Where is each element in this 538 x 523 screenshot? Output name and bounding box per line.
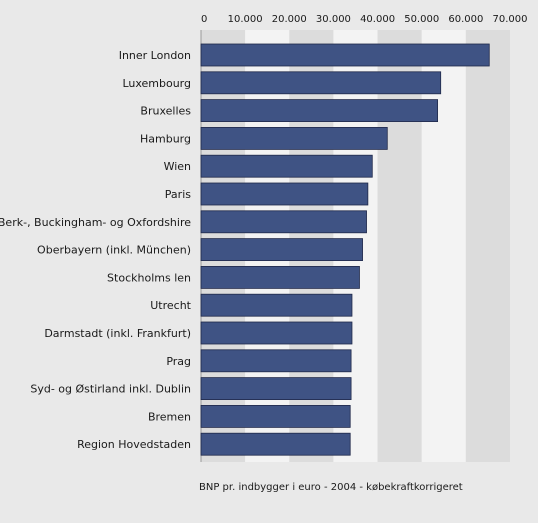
y-tick-label: Paris	[165, 188, 191, 201]
x-tick-label: 10.000	[228, 14, 263, 25]
x-tick-label: 20.000	[272, 14, 307, 25]
bar	[200, 404, 351, 428]
bar-series	[200, 43, 490, 456]
y-tick-label: Bremen	[148, 410, 191, 423]
y-tick-label: Syd- og Østirland inkl. Dublin	[30, 383, 191, 396]
bar	[200, 127, 388, 150]
y-tick-label: Darmstadt (inkl. Frankfurt)	[44, 327, 191, 340]
x-tick-label: 70.000	[493, 14, 528, 25]
x-tick-label: 40.000	[360, 14, 395, 25]
bar	[200, 321, 353, 345]
x-tick-label: 30.000	[316, 14, 351, 25]
bar	[200, 182, 369, 206]
bar	[200, 43, 490, 67]
value-axis: 0 10.000 20.000 30.000 40.000 50.000 60.000 70.…	[201, 14, 528, 25]
x-axis-title: BNP pr. indbygger i euro - 2004 - købekr…	[199, 482, 463, 493]
category-axis: Inner London Luxembourg Bruxelles Hamburg Wi…	[0, 49, 192, 451]
y-tick-label: Utrecht	[150, 299, 191, 312]
bar	[200, 293, 353, 317]
y-tick-label: Oberbayern (inkl. München)	[37, 244, 191, 257]
bar	[200, 377, 352, 401]
y-tick-label: Inner London	[119, 49, 191, 62]
x-tick-label: 50.000	[404, 14, 439, 25]
y-tick-label: Prag	[166, 355, 191, 368]
grid-band	[377, 30, 422, 462]
y-tick-label: Stockholms len	[107, 271, 191, 284]
bar	[200, 154, 373, 178]
bar	[200, 349, 352, 373]
y-tick-label: Hamburg	[140, 132, 191, 145]
bar	[200, 210, 367, 234]
y-tick-label: Wien	[164, 160, 191, 173]
y-tick-label: Region Hovedstaden	[77, 438, 191, 451]
bar	[200, 265, 360, 289]
x-tick-label: 0	[201, 14, 207, 25]
y-tick-label: Luxembourg	[122, 77, 191, 90]
bar	[200, 432, 351, 456]
x-tick-label: 60.000	[448, 14, 483, 25]
y-tick-label: Berk-, Buckingham- og Oxfordshire	[0, 216, 191, 229]
grid-band	[465, 30, 510, 462]
y-tick-label: Bruxelles	[140, 105, 191, 118]
grid-band	[421, 30, 466, 462]
bar	[200, 238, 363, 262]
bar	[200, 99, 439, 122]
bar	[200, 71, 442, 95]
